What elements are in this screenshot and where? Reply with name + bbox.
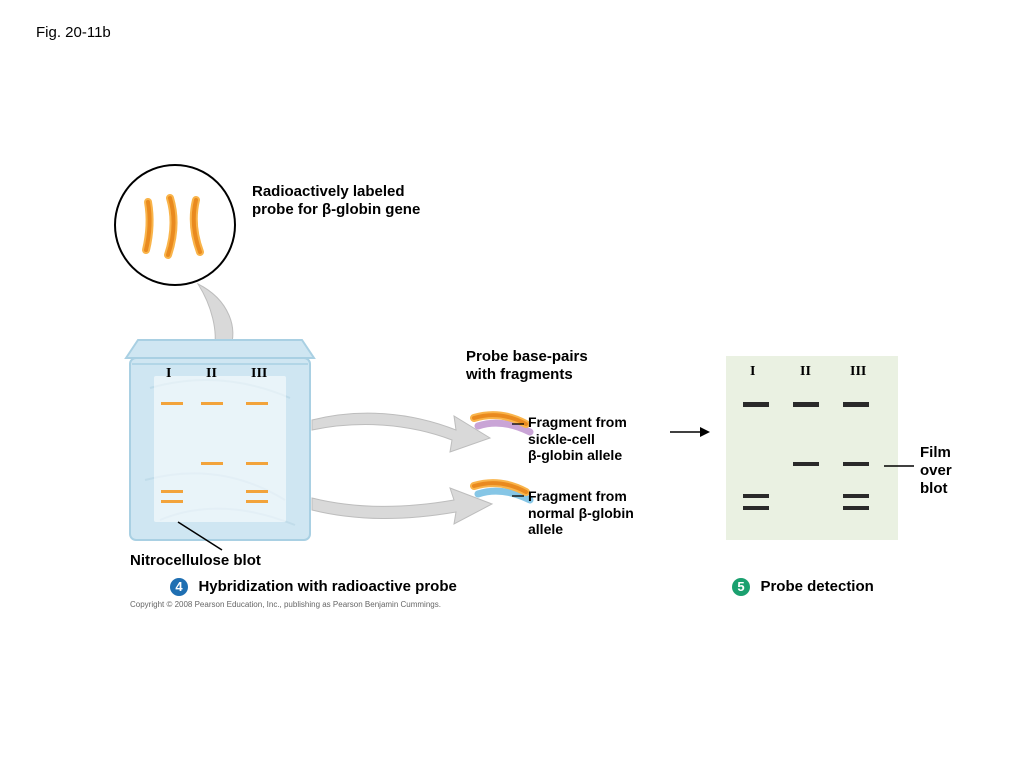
step-5-text: Probe detection (760, 578, 873, 595)
bag-lane-label: I (166, 366, 171, 382)
film-lane-label: II (800, 364, 811, 380)
sickle-label: Fragment from sickle-cell β-globin allel… (528, 414, 627, 464)
step-4-badge: 4 (170, 578, 188, 596)
sickle-line2: sickle-cell (528, 431, 595, 447)
probe-label-line1: Radioactively labeled (252, 183, 405, 200)
nitrocellulose-label: Nitrocellulose blot (130, 552, 261, 569)
film-lane-label: I (750, 364, 755, 380)
film-line1: Film (920, 444, 951, 461)
probe-label-line2: probe for β-globin gene (252, 201, 420, 218)
copyright-text: Copyright © 2008 Pearson Education, Inc.… (130, 600, 441, 609)
simple-arrow (670, 427, 710, 437)
sickle-line3: β-globin allele (528, 447, 622, 463)
bag-lane-label: III (251, 366, 267, 382)
film-panel (726, 356, 898, 540)
film-lane-label: III (850, 364, 866, 380)
sickle-line1: Fragment from (528, 414, 627, 430)
normal-fragment (474, 483, 530, 500)
diagram-svg (0, 0, 1024, 768)
normal-line1: Fragment from (528, 488, 627, 504)
arrow-bag-to-normal (312, 488, 492, 524)
step-4-text: Hybridization with radioactive probe (198, 578, 456, 595)
step-5-badge: 5 (732, 578, 750, 596)
film-line2: over (920, 462, 952, 479)
arrow-bag-to-sickle (312, 413, 490, 452)
film-label: Film over blot (920, 444, 952, 498)
probe-pairs-line2: with fragments (466, 366, 573, 383)
nitrocellulose-bag (126, 340, 314, 540)
normal-line2: normal β-globin (528, 505, 634, 521)
step-5: 5 Probe detection (732, 578, 874, 596)
probe-label: Radioactively labeled probe for β-globin… (252, 183, 420, 219)
film-line3: blot (920, 480, 948, 497)
bag-lane-label: II (206, 366, 217, 382)
normal-line3: allele (528, 521, 563, 537)
probe-pairs-label: Probe base-pairs with fragments (466, 348, 588, 384)
normal-label: Fragment from normal β-globin allele (528, 488, 634, 538)
probe-pairs-line1: Probe base-pairs (466, 348, 588, 365)
step-4: 4 Hybridization with radioactive probe (170, 578, 457, 596)
